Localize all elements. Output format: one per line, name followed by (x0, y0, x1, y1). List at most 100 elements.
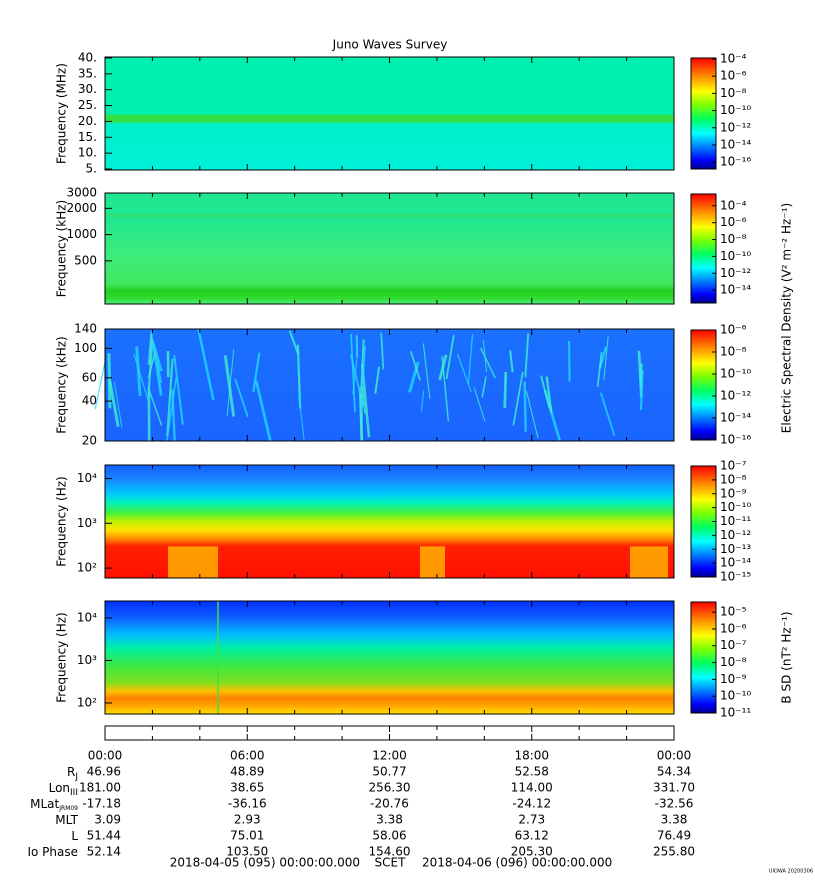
emission-streak (503, 371, 508, 409)
colorbar-tick-label: 10⁻¹² (720, 389, 751, 403)
colorbar-tick-label: 10⁻⁸ (720, 472, 747, 486)
colorbar-tick-label: 10⁻⁶ (720, 323, 747, 337)
emission-streak (173, 355, 184, 425)
ephemeris-value: 3.38 (376, 813, 403, 827)
emission-streak (596, 352, 603, 388)
colorbar-tick-label: 10⁻⁹ (720, 672, 747, 686)
colorbar-tick-label: 10⁻⁷ (720, 638, 747, 652)
y-tick-label: 60 (82, 370, 97, 384)
y-axis-label: Frequency (kHz) (55, 336, 69, 433)
ephemeris-label: LonIII (49, 781, 78, 798)
emission-streak (226, 348, 235, 417)
emission-streak (152, 349, 163, 396)
colorbar-tick-label: 10⁻⁶ (720, 215, 747, 229)
emission-streak (599, 392, 616, 436)
emission-streak (524, 333, 530, 378)
emission-streak (420, 390, 425, 412)
colorbar-tick-label: 10⁻⁷ (720, 459, 747, 473)
ephemeris-value: 50.77 (372, 765, 406, 779)
colorbar-tick-label: 10⁻¹⁶ (720, 433, 751, 447)
y-tick-label: 3000 (66, 186, 97, 200)
ephemeris-value: 52.58 (515, 765, 549, 779)
colorbar-tick-label: 10⁻¹⁴ (720, 411, 751, 425)
ephemeris-value: 2.73 (518, 813, 545, 827)
ephemeris-value: 3.09 (94, 813, 121, 827)
emission-streak (512, 371, 524, 426)
emission-streak (234, 378, 249, 418)
emission-streak (361, 387, 366, 414)
y-tick-label: 500 (74, 253, 97, 267)
emission-streak (147, 333, 153, 365)
ephemeris-name: Io Phase (27, 845, 78, 859)
ephemeris-value: 154.60 (369, 845, 411, 859)
ephemeris-value: 76.49 (657, 829, 691, 843)
ephemeris-name: Lon (49, 781, 70, 795)
colorbar-tick-label: 10⁻¹⁰ (720, 249, 751, 263)
emission-streak (147, 352, 156, 378)
spectrogram (105, 57, 674, 170)
ephemeris-label: MLT (55, 813, 78, 827)
emission-patch (630, 546, 668, 578)
colorbar-tick-label: 10⁻⁹ (720, 486, 747, 500)
emission-streak (374, 366, 381, 394)
ephemeris-value: 181.00 (79, 781, 121, 795)
colorbar-tick-label: 10⁻⁸ (720, 86, 747, 100)
y-tick-label: 140 (74, 322, 97, 336)
ephemeris-subscript: J (74, 772, 78, 782)
emission-streak (473, 387, 486, 422)
ephemeris-value: 3.38 (661, 813, 688, 827)
ephemeris-value: 2.93 (234, 813, 261, 827)
scet-label: SCET (375, 856, 407, 870)
colorbar-label: B SD (nT² Hz⁻¹) (780, 611, 794, 703)
ephemeris-name: MLT (55, 813, 78, 827)
emission-streak (94, 361, 106, 410)
colorbar-tick-label: 10⁻¹¹ (720, 706, 751, 720)
emission-streak (166, 377, 177, 442)
emission-patch (420, 546, 445, 578)
emission-streak (151, 342, 163, 372)
ephemeris-value: 46.96 (87, 765, 121, 779)
emission-streak (197, 328, 215, 400)
ephemeris-value: 103.50 (226, 845, 268, 859)
emission-streak (409, 350, 421, 381)
colorbar-tick-label: 10⁻¹⁶ (720, 155, 751, 169)
emission-streak (148, 390, 163, 426)
colorbar (690, 465, 717, 578)
emission-streak (639, 369, 644, 410)
y-tick-label: 10² (77, 561, 97, 575)
y-tick-label: 20 (82, 434, 97, 448)
emission-patch (168, 546, 218, 578)
emission-streak (467, 334, 474, 385)
chart-title: Juno Waves Survey (332, 38, 448, 52)
y-tick-label: 5. (86, 162, 97, 176)
ephemeris-name: MLat (30, 797, 59, 811)
ephemeris-label: MLatJRM09 (30, 797, 78, 812)
colorbar-label: Electric Spectral Density (V² m⁻² Hz⁻¹) (780, 203, 794, 433)
emission-streak (603, 335, 609, 381)
y-tick-label: 10⁴ (77, 471, 97, 485)
y-axis-label: Frequency (Hz) (55, 612, 69, 703)
emission-streak (456, 353, 472, 393)
time-tick-label: 12:00 (372, 749, 407, 763)
y-tick-label: 40. (78, 50, 97, 64)
y-tick-label: 40 (82, 394, 97, 408)
ephemeris-label: Io Phase (27, 845, 78, 859)
y-tick-label: 25. (78, 98, 97, 112)
scet-end: 2018-04-06 (096) 00:00:00.000 (422, 856, 612, 870)
colorbar (690, 57, 717, 170)
emission-streak (540, 375, 551, 408)
colorbar-tick-label: 10⁻⁸ (720, 232, 747, 246)
footer: UIOWA 20200306 (769, 869, 813, 875)
colorbar-tick-label: 10⁻¹⁴ (720, 556, 751, 570)
colorbar-tick-label: 10⁻¹⁰ (720, 103, 751, 117)
emission-streak (482, 340, 488, 373)
colorbar (690, 193, 717, 304)
colorbar-tick-label: 10⁻⁵ (720, 605, 747, 619)
emission-streak (422, 343, 431, 399)
ephemeris-value: 51.44 (87, 829, 121, 843)
time-tick-label: 06:00 (230, 749, 265, 763)
colorbar-tick-label: 10⁻¹² (720, 266, 751, 280)
colorbar (690, 601, 717, 714)
colorbar-tick-label: 10⁻¹³ (720, 542, 751, 556)
colorbar-tick-label: 10⁻¹⁰ (720, 689, 751, 703)
